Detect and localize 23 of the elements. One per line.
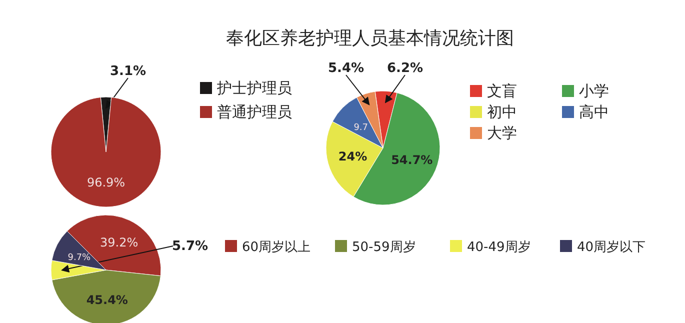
legend-label: 50-59周岁 — [352, 240, 416, 255]
legend-label: 60周岁以上 — [242, 240, 311, 255]
legend-label: 大学 — [487, 124, 517, 142]
data-label: 45.4% — [86, 293, 128, 308]
legend-label: 文盲 — [487, 82, 517, 100]
data-label: 5.7% — [172, 239, 208, 254]
data-label: 9.7 — [354, 122, 368, 133]
data-label: 96.9% — [86, 175, 126, 190]
legend-label: 普通护理员 — [217, 103, 292, 121]
chart-title: 奉化区养老护理人员基本情况统计图 — [226, 28, 514, 49]
data-label: 39.2% — [100, 236, 138, 250]
legend-label: 40-49周岁 — [467, 240, 531, 255]
data-label: 3.1% — [110, 64, 146, 79]
data-label: 6.2% — [386, 61, 424, 76]
data-label: 24% — [338, 149, 368, 164]
legend-label: 护士护理员 — [216, 79, 292, 97]
legend-label: 40周岁以下 — [577, 240, 646, 255]
data-label: 5.4% — [328, 61, 364, 76]
data-label: 54.7% — [391, 153, 433, 168]
data-label: 9.7% — [68, 253, 92, 264]
legend-label: 高中 — [579, 103, 609, 121]
legend-label: 小学 — [579, 82, 609, 100]
legend-label: 初中 — [487, 103, 517, 121]
